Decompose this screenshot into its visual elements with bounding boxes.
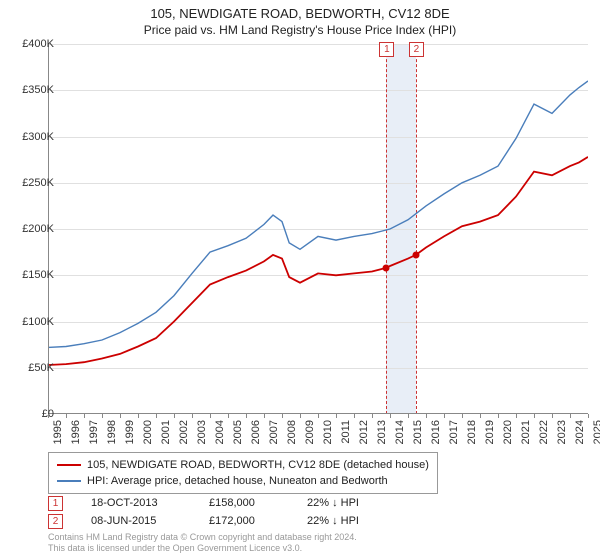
ytick-label: £50K [8, 362, 54, 374]
xtick-label: 2001 [160, 420, 172, 444]
legend-swatch [57, 480, 81, 482]
xtick-label: 2011 [340, 420, 352, 444]
legend-label: HPI: Average price, detached house, Nune… [87, 475, 388, 487]
xtick-label: 2017 [448, 420, 460, 444]
xtick-label: 2013 [376, 420, 388, 444]
sale-price: £158,000 [209, 497, 279, 509]
xtick-label: 1998 [106, 420, 118, 444]
legend-label: 105, NEWDIGATE ROAD, BEDWORTH, CV12 8DE … [87, 459, 429, 471]
xtick-label: 2018 [466, 420, 478, 444]
footer-line: This data is licensed under the Open Gov… [48, 543, 357, 554]
xtick-label: 2007 [268, 420, 280, 444]
sales-table: 1 18-OCT-2013 £158,000 22% ↓ HPI 2 08-JU… [48, 494, 359, 530]
xtick-label: 2005 [232, 420, 244, 444]
xtick-label: 2020 [502, 420, 514, 444]
sales-row: 1 18-OCT-2013 £158,000 22% ↓ HPI [48, 494, 359, 512]
legend: 105, NEWDIGATE ROAD, BEDWORTH, CV12 8DE … [48, 452, 438, 494]
xtick-label: 1995 [52, 420, 64, 444]
sale-marker-icon: 1 [48, 496, 63, 511]
ytick-label: £250K [8, 177, 54, 189]
legend-item: 105, NEWDIGATE ROAD, BEDWORTH, CV12 8DE … [57, 457, 429, 473]
chart-title: 105, NEWDIGATE ROAD, BEDWORTH, CV12 8DE [0, 0, 600, 21]
ytick-label: £200K [8, 223, 54, 235]
legend-item: HPI: Average price, detached house, Nune… [57, 473, 429, 489]
marker-box: 1 [379, 42, 394, 57]
xtick-label: 2016 [430, 420, 442, 444]
footer-text: Contains HM Land Registry data © Crown c… [48, 532, 357, 554]
xtick-label: 2006 [250, 420, 262, 444]
xtick-label: 1997 [88, 420, 100, 444]
sales-row: 2 08-JUN-2015 £172,000 22% ↓ HPI [48, 512, 359, 530]
ytick-label: £300K [8, 131, 54, 143]
plot-border [48, 44, 588, 414]
ytick-label: £150K [8, 269, 54, 281]
xtick-label: 2004 [214, 420, 226, 444]
sale-date: 18-OCT-2013 [91, 497, 181, 509]
xtick-label: 1999 [124, 420, 136, 444]
sale-diff: 22% ↓ HPI [307, 515, 359, 527]
xtick-label: 2008 [286, 420, 298, 444]
xtick-label: 2000 [142, 420, 154, 444]
xtick-label: 2002 [178, 420, 190, 444]
xtick-label: 2021 [520, 420, 532, 444]
marker-box: 2 [409, 42, 424, 57]
sale-date: 08-JUN-2015 [91, 515, 181, 527]
legend-swatch [57, 464, 81, 466]
xtick-label: 2019 [484, 420, 496, 444]
ytick-label: £100K [8, 316, 54, 328]
xtick-label: 2003 [196, 420, 208, 444]
sale-diff: 22% ↓ HPI [307, 497, 359, 509]
ytick-label: £350K [8, 84, 54, 96]
xtick-label: 2023 [556, 420, 568, 444]
xtick-label: 2014 [394, 420, 406, 444]
chart-area: 12 [48, 44, 588, 414]
chart-container: 105, NEWDIGATE ROAD, BEDWORTH, CV12 8DE … [0, 0, 600, 560]
chart-subtitle: Price paid vs. HM Land Registry's House … [0, 21, 600, 41]
xtick-label: 1996 [70, 420, 82, 444]
xtick-label: 2010 [322, 420, 334, 444]
xtick-label: 2015 [412, 420, 424, 444]
xtick-label: 2009 [304, 420, 316, 444]
xtick-label: 2025 [592, 420, 600, 444]
ytick-label: £400K [8, 38, 54, 50]
xtick-label: 2024 [574, 420, 586, 444]
xtick-label: 2022 [538, 420, 550, 444]
sale-price: £172,000 [209, 515, 279, 527]
xtick-label: 2012 [358, 420, 370, 444]
sale-marker-icon: 2 [48, 514, 63, 529]
footer-line: Contains HM Land Registry data © Crown c… [48, 532, 357, 543]
